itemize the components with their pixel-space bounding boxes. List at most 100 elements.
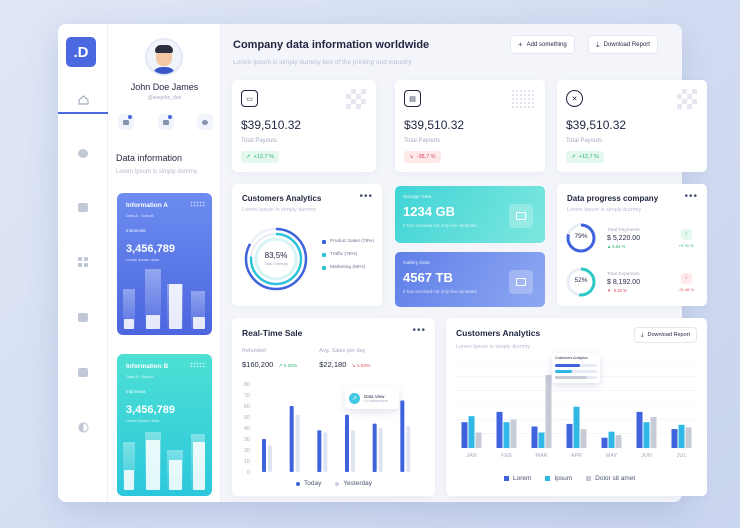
bar-lorem[interactable] <box>461 422 468 448</box>
donut-value: 83,5% <box>264 251 288 260</box>
bar-today[interactable] <box>262 439 266 472</box>
bar-dolor-sit-amet[interactable] <box>580 429 587 448</box>
bar-yesterday[interactable] <box>351 430 355 472</box>
stat-value: $22,180 <box>319 360 347 369</box>
bar-dolor-sit-amet[interactable] <box>475 432 482 448</box>
bar-ipsum[interactable] <box>608 431 615 448</box>
donut-legend: Product Sales (78%) Traffic (76%) Market… <box>322 239 374 270</box>
legend-item: Yesterday <box>335 480 372 487</box>
info-card-a[interactable]: Information A Data A · Data B Indonesia … <box>117 193 212 335</box>
stat-card-2[interactable]: ▤ $39,510.32 Total Payouts ↘ -38,7 % <box>395 80 545 172</box>
bar-dolor-sit-amet[interactable] <box>615 435 622 448</box>
bar-dolor-sit-amet[interactable] <box>510 419 517 448</box>
stat-change-badge: ↗ +12,7 % <box>241 151 279 163</box>
x-tick-label: JUL <box>677 453 687 459</box>
x-tick-label: JAN <box>466 453 476 459</box>
storage-data-card[interactable]: Storage Data 1234 GB It has survived not… <box>395 186 545 243</box>
card-title: Customers Analytics <box>242 194 322 203</box>
bar-dolor-sit-amet[interactable] <box>685 427 692 448</box>
add-circle-icon[interactable] <box>58 140 108 166</box>
image-icon <box>509 270 533 294</box>
progress-amount: $ 5,220.00 <box>607 234 641 242</box>
settings-icon[interactable] <box>197 114 213 130</box>
bar-today[interactable] <box>317 430 322 472</box>
more-icon[interactable]: ••• <box>684 191 698 202</box>
bar-yesterday[interactable] <box>295 414 300 472</box>
grid-icon[interactable] <box>58 249 108 275</box>
stat-value: $39,510.32 <box>241 118 302 132</box>
bar-today[interactable] <box>345 414 349 472</box>
customers-analytics-chart-card: Customers Analytics Lorem Ipsum is simpl… <box>446 318 707 496</box>
bar-lorem[interactable] <box>566 423 573 448</box>
card-title: Data progress company <box>567 194 659 203</box>
progress-row: 52% Total Expenses $ 8,192.00 ▼ -5,18 % … <box>565 266 697 298</box>
bar-lorem[interactable] <box>496 411 503 448</box>
y-tick-label: 0 <box>247 470 250 476</box>
legend-item: Traffic (76%) <box>322 252 374 257</box>
info-card-b[interactable]: Information B Data A · Data B Indonesia … <box>117 354 212 496</box>
bar-ipsum[interactable] <box>573 406 580 448</box>
add-something-button[interactable]: + Add something <box>510 35 575 54</box>
bar-today[interactable] <box>400 400 405 473</box>
y-tick-label: 20 <box>244 448 250 454</box>
bar-lorem[interactable] <box>601 437 608 448</box>
card-title: Real-Time Sale <box>242 328 303 338</box>
realtime-bar-chart: 0 10 20 30 40 50 60 70 80 <box>244 382 411 476</box>
legend-label: Lorem <box>513 475 532 482</box>
messages-icon[interactable] <box>118 114 134 130</box>
contrast-icon[interactable] <box>58 414 108 440</box>
bar-today[interactable] <box>289 406 294 472</box>
legend-label: Yesterday <box>343 480 373 487</box>
progress-row: 79% Total Payments $ 5,220.00 ▲ 9,64 % ↑… <box>565 222 697 254</box>
bar-ipsum[interactable] <box>468 416 475 448</box>
download-report-button[interactable]: ⤓ Download Report <box>588 35 658 54</box>
info-card-value: 3,456,789 <box>126 243 175 255</box>
wallet-icon: ▭ <box>241 90 258 107</box>
progress-label: Total Payments <box>607 227 640 233</box>
legend-label: Dolor sit amet <box>595 475 636 482</box>
download-report-button[interactable]: ⤓ Download Report <box>634 327 697 343</box>
bar-yesterday[interactable] <box>268 445 272 472</box>
bar-yesterday[interactable] <box>378 428 383 472</box>
bar-lorem[interactable] <box>671 429 678 448</box>
trend-down-icon: ↘ <box>409 154 414 160</box>
user-icon[interactable] <box>58 359 108 385</box>
data-view-tooltip[interactable]: ↗ Data View Go somewhere <box>345 387 399 409</box>
bar-ipsum[interactable] <box>678 424 685 448</box>
bar-lorem[interactable] <box>636 411 643 448</box>
page-title: Company data information worldwide <box>233 39 430 51</box>
avatar[interactable] <box>145 38 183 76</box>
progress-side-change: -21,46 % <box>677 286 694 292</box>
bar-ipsum[interactable] <box>643 422 650 448</box>
stat-card-3[interactable]: ✕ $39,510.32 Total Payouts ↗ +12,7 % <box>557 80 707 172</box>
profile-handle: @seejohn_doe <box>147 95 182 101</box>
bar-lorem[interactable] <box>531 426 538 449</box>
stat-change: 0.20% <box>283 364 298 369</box>
bar-dolor-sit-amet[interactable] <box>545 374 552 448</box>
stat-change: +12,7 % <box>253 154 274 160</box>
card-icon[interactable] <box>58 194 108 220</box>
donut-label: Total Earnings <box>263 262 289 266</box>
app-logo[interactable]: .D <box>66 37 96 67</box>
bar-yesterday[interactable] <box>323 432 328 472</box>
gallery-data-card[interactable]: Gallery Data 4567 TB It has survived not… <box>395 252 545 307</box>
gallery-value: 4567 TB <box>403 270 453 285</box>
product-sales-arc <box>244 227 308 291</box>
bar-dolor-sit-amet[interactable] <box>650 417 657 448</box>
notes-icon[interactable] <box>157 114 174 130</box>
more-icon[interactable]: ••• <box>359 191 373 202</box>
y-tick-label: 50 <box>244 415 250 421</box>
stat-card-1[interactable]: ▭ $39,510.32 Total Payouts ↗ +12,7 % <box>232 80 376 172</box>
more-icon[interactable]: ••• <box>412 325 426 336</box>
legend-item: Lorem <box>504 475 531 482</box>
bar-today[interactable] <box>372 423 377 472</box>
dots-decoration <box>511 89 535 109</box>
bar-yesterday[interactable] <box>406 425 411 472</box>
home-icon[interactable] <box>58 88 108 114</box>
info-card-title: Information B <box>126 363 169 370</box>
stat-label: Total Payouts <box>566 138 603 144</box>
bar-ipsum[interactable] <box>503 422 510 448</box>
bar-ipsum[interactable] <box>538 432 545 448</box>
y-tick-label: 30 <box>244 437 250 443</box>
inbox-icon[interactable] <box>58 304 108 330</box>
